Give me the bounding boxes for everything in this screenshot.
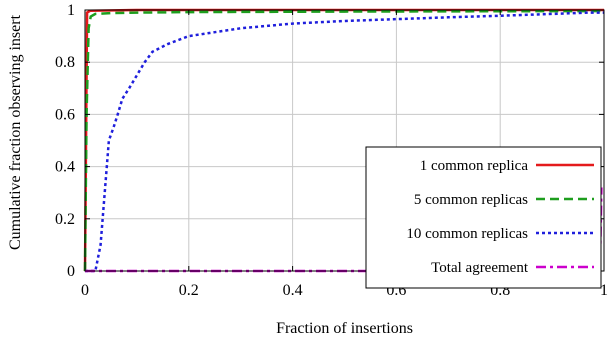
x-tick-label: 0.2 <box>179 282 199 299</box>
y-tick-label: 0 <box>67 263 75 280</box>
y-axis-label: Cumulative fraction observing insert <box>7 14 24 250</box>
y-tick-label: 0.6 <box>55 106 75 123</box>
legend-label: Total agreement <box>431 260 529 276</box>
legend-label: 5 common replicas <box>414 192 528 208</box>
legend: 1 common replica 5 common replicas 10 comm… <box>365 146 602 289</box>
x-tick-label: 0 <box>81 282 89 299</box>
series-line-3 <box>85 11 604 273</box>
legend-label: 10 common replicas <box>406 226 528 242</box>
y-tick-label: 1 <box>67 2 75 19</box>
x-axis-label: Fraction of insertions <box>276 320 413 337</box>
series-line-2 <box>83 9 605 272</box>
legend-box <box>365 146 602 289</box>
y-tick-label: 0.2 <box>55 211 75 228</box>
axis-ticks: 0 0.2 0.4 0.6 0.8 100.20.40.60.81 <box>55 2 608 299</box>
x-tick-label: 1 <box>600 282 608 299</box>
x-tick-label: 0.4 <box>283 282 303 299</box>
plot-frame <box>84 9 605 272</box>
y-tick-label: 0.8 <box>55 54 75 71</box>
legend-label: 1 common replica <box>420 158 529 174</box>
y-tick-label: 0.4 <box>55 159 75 176</box>
